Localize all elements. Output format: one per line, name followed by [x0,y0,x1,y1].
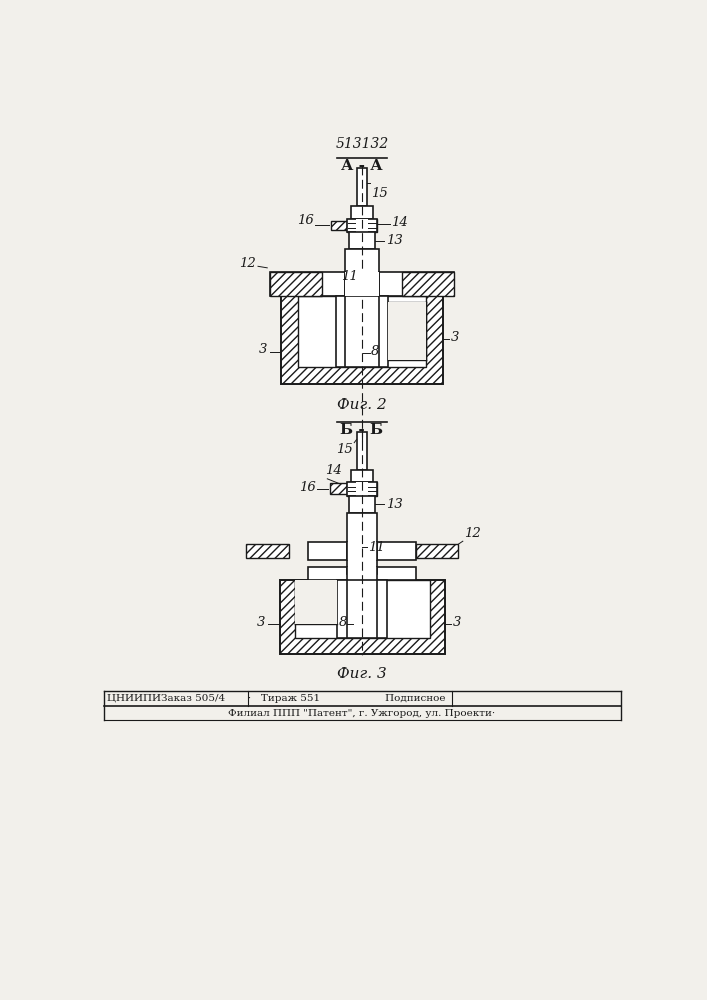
Text: 15: 15 [371,187,388,200]
Text: 8: 8 [371,345,380,358]
Bar [295,580,337,624]
Bar [247,544,288,558]
Bar [346,482,378,496]
Bar [336,296,388,367]
Text: Б - Б: Б - Б [340,423,383,437]
Text: 3: 3 [259,343,267,356]
Bar [388,302,426,360]
Bar [349,232,375,249]
Bar [346,542,378,560]
Bar [269,272,455,296]
Bar [351,206,373,219]
Bar [331,221,346,230]
Text: 13: 13 [386,498,402,511]
Bar [346,219,378,232]
Bar [295,580,430,638]
Bar [269,272,322,296]
Bar [356,219,368,232]
Bar [345,272,379,296]
Text: Филиал ППП "Патент", г. Ужгород, ул. Проекти·: Филиал ППП "Патент", г. Ужгород, ул. Про… [228,709,496,718]
Bar [346,219,378,232]
Bar [298,296,426,367]
Text: 12: 12 [464,527,481,540]
Bar [279,580,445,654]
Text: Фиг. 2: Фиг. 2 [337,398,387,412]
Bar [308,542,416,560]
Text: 11: 11 [341,270,357,283]
Text: А - А: А - А [341,158,382,172]
Bar [346,567,378,580]
Bar [346,513,378,574]
Bar [337,580,387,638]
Bar [356,432,368,470]
Bar [349,496,375,513]
Text: 3: 3 [257,616,266,629]
Text: 14: 14 [325,464,341,477]
Text: 15: 15 [336,443,353,456]
Bar [329,483,346,494]
Bar [356,168,368,206]
Text: 3: 3 [452,616,461,629]
Text: 14: 14 [391,216,408,229]
Bar [346,482,378,496]
Text: ЦНИИПИЗаказ 505/4       ·   Тираж 551                    Подписное: ЦНИИПИЗаказ 505/4 · Тираж 551 Подписное [107,694,445,703]
Bar [416,544,458,558]
Text: 513132: 513132 [335,137,389,151]
Bar [402,272,455,296]
Bar [281,296,443,384]
Bar [356,482,368,496]
Bar [308,567,416,580]
Text: 13: 13 [386,234,402,247]
Text: 3: 3 [450,331,459,344]
Text: 16: 16 [298,214,314,227]
Bar [351,470,373,482]
Text: Фиг. 3: Фиг. 3 [337,667,387,681]
Bar [345,249,379,319]
Text: 12: 12 [239,257,256,270]
Text: 11: 11 [368,541,385,554]
Text: 8: 8 [339,616,347,629]
Text: 16: 16 [299,481,316,494]
